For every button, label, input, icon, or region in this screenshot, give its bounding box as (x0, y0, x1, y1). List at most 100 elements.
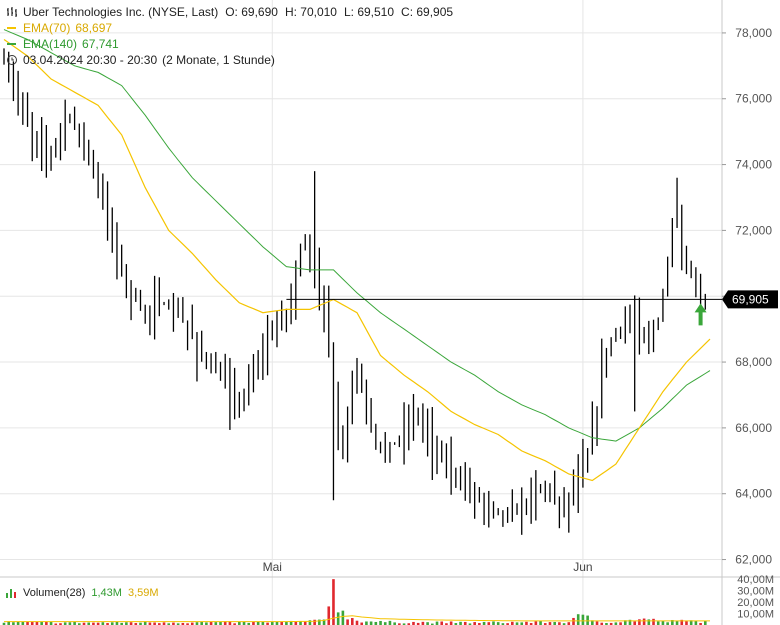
volume-bar (59, 623, 62, 625)
volume-bar (661, 620, 665, 625)
volume-bar (567, 622, 571, 625)
price-bars (3, 48, 706, 535)
volume-bar (63, 622, 67, 625)
volume-bar (143, 621, 147, 625)
volume-bar (30, 621, 34, 625)
volume-bar (412, 621, 415, 625)
close-value: C: 69,905 (401, 5, 454, 19)
volume-bar (209, 622, 213, 625)
volume-bar (369, 621, 373, 625)
volume-bar (318, 619, 321, 625)
volume-bar (219, 621, 222, 625)
volume-bar (383, 622, 387, 625)
volume-bar (158, 623, 161, 625)
volume-bar (153, 622, 156, 625)
volume-bar (652, 618, 655, 625)
volume-bar (553, 621, 556, 625)
volume-bar (148, 622, 152, 625)
volume-tick-label: 40,00M (737, 574, 774, 586)
volume-bar (435, 621, 439, 625)
volume-bar (463, 621, 467, 625)
volume-bar (256, 621, 260, 625)
ema140-label: EMA(140) (23, 37, 78, 51)
volume-bar (511, 621, 514, 625)
volume-bar (82, 622, 86, 625)
volume-bar (454, 623, 458, 625)
volume-bar (398, 623, 401, 625)
instrument-title: Uber Technologies Inc. (NYSE, Last) (23, 5, 219, 19)
volume-bar (35, 621, 39, 625)
chart-legend: Uber Technologies Inc. (NYSE, Last) O: 6… (6, 4, 453, 68)
volume-bar (360, 622, 364, 625)
volume-bar (181, 622, 185, 625)
volume-bar (78, 623, 81, 625)
price-tick-label: 66,000 (735, 421, 772, 435)
volume-bar (595, 621, 599, 625)
volume-bar (40, 621, 43, 625)
volume-bar (619, 622, 622, 625)
time-tick-label: Jun (573, 560, 592, 574)
volume-bar (106, 623, 109, 625)
volume-bar (120, 622, 123, 625)
volume-bar (671, 619, 674, 625)
volume-bar (238, 621, 241, 625)
time-tick-label: Mai (263, 560, 282, 574)
volume-bar (445, 623, 448, 625)
volume-bar (21, 621, 25, 625)
price-tick-label: 74,000 (735, 158, 772, 172)
volume-bar (176, 623, 180, 625)
volume-bar (543, 623, 547, 625)
volume-bar (332, 579, 335, 625)
volume-bar (350, 618, 354, 625)
current-price-label: 69,905 (732, 292, 769, 306)
volume-bar (628, 619, 632, 625)
price-tick-label: 78,000 (735, 26, 772, 40)
volume-bar (694, 620, 698, 625)
volume-bar (699, 622, 702, 625)
volume-bar (129, 622, 133, 625)
volume-tick-label: 30,00M (737, 586, 774, 598)
volume-bar (200, 621, 203, 625)
ema140-swatch (6, 38, 18, 50)
volume-bar (299, 621, 302, 625)
volume-bar (285, 621, 288, 625)
volume-bar (487, 622, 491, 625)
volume-bar (402, 623, 406, 625)
volume-bar (266, 622, 269, 625)
volume-bar (73, 621, 76, 625)
up-arrow-shape (694, 303, 707, 326)
volume-bar (600, 622, 604, 625)
ema140-value: 67,741 (82, 37, 119, 51)
volume-bar (280, 621, 283, 625)
volume-bar (162, 622, 166, 625)
bar-chart-icon (6, 6, 18, 18)
volume-bar (680, 619, 684, 625)
volume-bar (223, 621, 227, 625)
volume-bar (426, 622, 429, 625)
volume-ma-line (4, 615, 710, 623)
volume-bar (26, 621, 29, 625)
volume-bar (515, 622, 519, 625)
volume-bar (374, 621, 378, 625)
up-arrow-icon (694, 303, 707, 326)
volume-bar (478, 623, 481, 625)
volume-bar (656, 621, 660, 625)
volume-bar (322, 619, 326, 625)
price-tick-label: 76,000 (735, 92, 772, 106)
volume-bar (393, 622, 396, 625)
volume-bar (167, 623, 171, 625)
volume-bar (609, 622, 613, 625)
volume-bar (623, 620, 627, 625)
timestamp: 03.04.2024 20:30 - 20:30 (23, 53, 158, 67)
open-value: O: 69,690 (225, 5, 278, 19)
volume-bar (558, 622, 561, 625)
legend-ema140-row: EMA(140) 67,741 (6, 36, 453, 52)
volume-bar (614, 622, 618, 625)
volume-bar (195, 622, 199, 625)
legend-ema70-row: EMA(70) 68,697 (6, 20, 453, 36)
volume-bar (205, 622, 208, 625)
volume-value-2: 3,59M (127, 587, 159, 599)
volume-bar (562, 623, 566, 625)
volume-bar (134, 623, 138, 625)
